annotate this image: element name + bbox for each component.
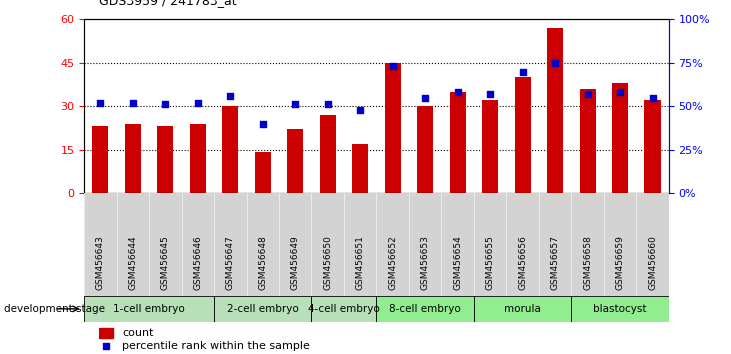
Bar [84, 296, 214, 322]
Bar [482, 101, 499, 193]
Bar [92, 126, 108, 193]
Text: 8-cell embryo: 8-cell embryo [390, 304, 461, 314]
Text: GSM456658: GSM456658 [583, 235, 592, 290]
Text: GSM456656: GSM456656 [518, 235, 527, 290]
Text: GSM456655: GSM456655 [485, 235, 495, 290]
Point [355, 107, 366, 113]
Bar [254, 153, 271, 193]
Point [127, 100, 139, 105]
Point [485, 91, 496, 97]
Bar [580, 89, 596, 193]
Text: GSM456647: GSM456647 [226, 236, 235, 290]
Text: GSM456646: GSM456646 [193, 236, 202, 290]
Point [159, 102, 171, 107]
Bar [645, 101, 661, 193]
Text: 4-cell embryo: 4-cell embryo [308, 304, 380, 314]
Bar [311, 296, 376, 322]
Point [647, 95, 659, 101]
Text: GDS3959 / 241783_at: GDS3959 / 241783_at [99, 0, 236, 7]
Text: morula: morula [504, 304, 541, 314]
Bar [189, 124, 206, 193]
Bar [450, 92, 466, 193]
Point [257, 121, 268, 126]
Text: GSM456659: GSM456659 [616, 235, 624, 290]
Bar [417, 106, 433, 193]
Text: GSM456644: GSM456644 [129, 236, 137, 290]
Bar [515, 77, 531, 193]
Bar [214, 296, 311, 322]
Bar [572, 296, 669, 322]
Point [94, 100, 106, 105]
Text: development stage: development stage [4, 304, 105, 314]
Bar [352, 144, 368, 193]
Text: 1-cell embryo: 1-cell embryo [113, 304, 185, 314]
Text: GSM456653: GSM456653 [421, 235, 430, 290]
Bar [385, 63, 401, 193]
Text: GSM456657: GSM456657 [550, 235, 560, 290]
Point [192, 100, 204, 105]
Point [224, 93, 236, 99]
Bar [287, 129, 303, 193]
Point [322, 102, 333, 107]
Point [614, 90, 626, 95]
Bar [222, 106, 238, 193]
Point [342, 276, 354, 281]
Text: GSM456651: GSM456651 [356, 235, 365, 290]
Text: GSM456660: GSM456660 [648, 235, 657, 290]
Bar [474, 296, 572, 322]
Bar [99, 327, 113, 338]
Point [420, 95, 431, 101]
Point [452, 90, 463, 95]
Text: GSM456652: GSM456652 [388, 236, 397, 290]
Text: GSM456654: GSM456654 [453, 236, 462, 290]
Bar [319, 115, 336, 193]
FancyBboxPatch shape [84, 193, 669, 296]
Point [387, 63, 398, 69]
Text: GSM456643: GSM456643 [96, 236, 105, 290]
Text: 2-cell embryo: 2-cell embryo [227, 304, 299, 314]
Bar [376, 296, 474, 322]
Point [517, 69, 529, 74]
Text: count: count [122, 327, 154, 338]
Point [289, 102, 301, 107]
Bar [125, 124, 141, 193]
Text: GSM456650: GSM456650 [323, 235, 332, 290]
Text: blastocyst: blastocyst [594, 304, 647, 314]
Bar [157, 126, 173, 193]
Bar [547, 28, 564, 193]
Text: GSM456645: GSM456645 [161, 236, 170, 290]
Text: GSM456648: GSM456648 [258, 236, 268, 290]
Text: percentile rank within the sample: percentile rank within the sample [122, 341, 311, 350]
Point [549, 60, 561, 66]
Bar [612, 83, 628, 193]
Text: GSM456649: GSM456649 [291, 236, 300, 290]
Point [582, 91, 594, 97]
